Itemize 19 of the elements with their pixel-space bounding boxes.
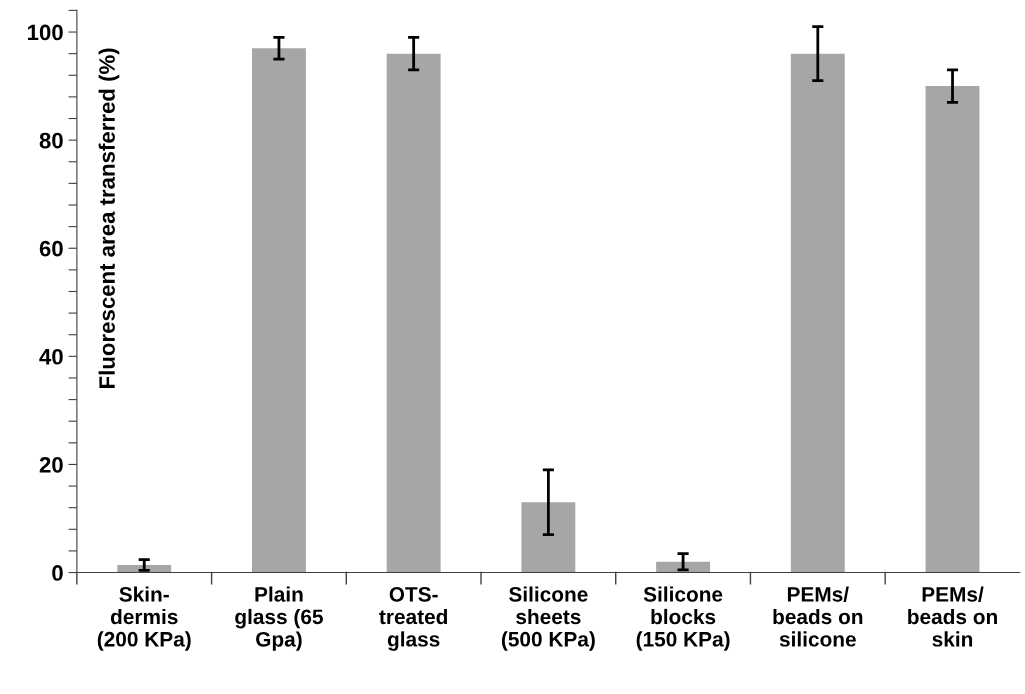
x-tick-label: Plain glass (65 Gpa) xyxy=(235,586,323,651)
y-tick-label: 20 xyxy=(39,456,63,473)
bar xyxy=(790,53,845,573)
x-tick-label: Silicone blocks (150 KPa) xyxy=(636,586,730,651)
x-tick-label: PEMs/ beads on skin xyxy=(908,586,997,647)
x-tick-label: Skin- dermis (200 KPa) xyxy=(97,586,191,651)
y-tick-label: 0 xyxy=(52,565,63,581)
bar xyxy=(521,502,576,573)
x-tick-label: Silicone sheets (500 KPa) xyxy=(501,586,595,651)
y-tick-label: 100 xyxy=(28,24,63,41)
y-tick-label: 80 xyxy=(39,132,63,149)
bar xyxy=(386,53,441,573)
y-tick-label: 60 xyxy=(39,240,63,257)
y-tick-label: 40 xyxy=(39,348,63,365)
y-axis-title: Fluorescent area transferred (%) xyxy=(98,48,120,388)
x-tick-label: PEMs/ beads on silicone xyxy=(773,586,863,647)
bar xyxy=(925,86,980,573)
bar xyxy=(252,48,306,573)
x-tick-label: OTS- treated glass xyxy=(379,586,448,651)
